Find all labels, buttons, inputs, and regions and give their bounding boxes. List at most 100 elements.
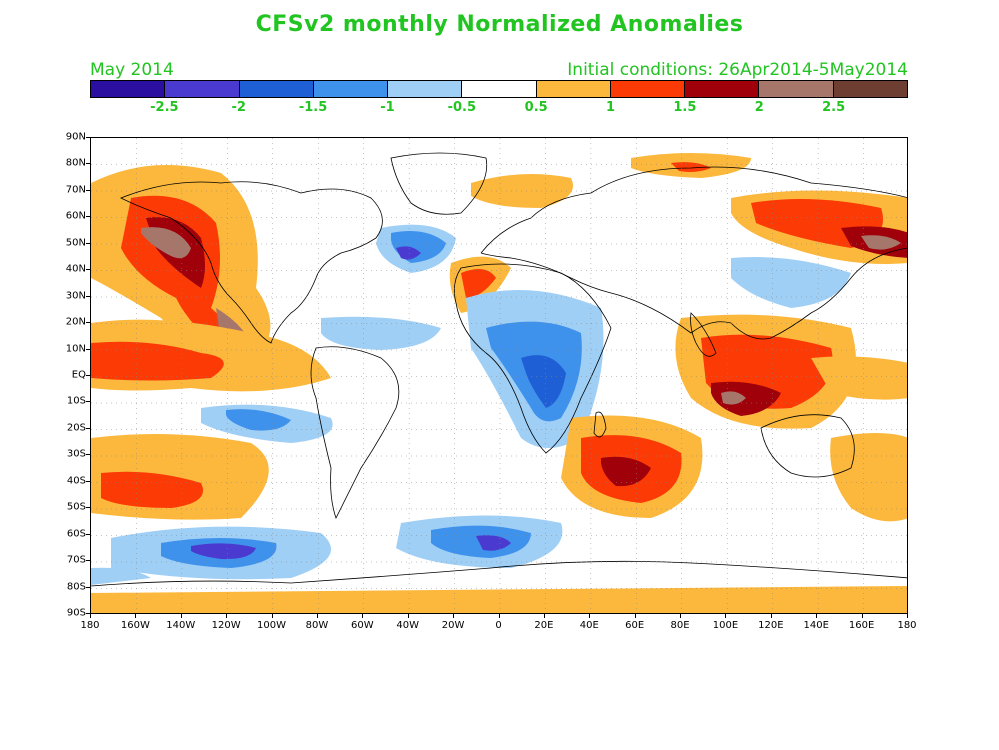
colorbar	[90, 80, 908, 98]
longitude-tick	[907, 614, 908, 618]
longitude-label: 40W	[396, 620, 420, 631]
longitude-tick	[634, 614, 636, 618]
latitude-tick	[86, 375, 90, 376]
colorbar-label: -2	[231, 100, 246, 115]
latitude-label: 50N	[65, 237, 86, 249]
longitude-label: 80W	[305, 620, 329, 631]
longitude-tick	[725, 614, 727, 618]
colorbar-segment	[462, 81, 537, 97]
latitude-tick	[86, 560, 90, 562]
latitude-tick	[86, 322, 90, 324]
colorbar-label: -1	[380, 100, 395, 115]
longitude-label: 40E	[579, 620, 599, 631]
latitude-tick	[86, 533, 90, 535]
latitude-label: 90S	[66, 607, 86, 619]
colorbar-label: 0.5	[524, 100, 548, 115]
longitude-label: 0	[495, 620, 502, 631]
longitude-label: 140W	[166, 620, 196, 631]
longitude-tick	[543, 614, 545, 618]
latitude-tick	[86, 269, 90, 271]
latitude-label: 80S	[66, 581, 86, 593]
latitude-tick	[86, 242, 90, 244]
latitude-tick	[86, 454, 90, 456]
colorbar-segment	[536, 81, 611, 97]
longitude-tick	[816, 614, 818, 618]
colorbar-segment	[388, 81, 463, 97]
longitude-tick	[680, 614, 682, 618]
latitude-label: 20N	[65, 316, 86, 328]
colorbar-segment	[833, 81, 907, 97]
latitude-label: 40N	[65, 263, 86, 275]
longitude-label: 160E	[848, 620, 875, 631]
longitude-tick	[861, 614, 863, 618]
longitude-tick	[407, 614, 409, 618]
longitude-label: 20E	[534, 620, 554, 631]
longitude-tick	[589, 614, 591, 618]
longitude-tick	[271, 614, 273, 618]
colorbar-label: 2.5	[822, 100, 846, 115]
latitude-tick	[86, 216, 90, 218]
longitude-tick	[453, 614, 455, 618]
latitude-label: 30S	[66, 448, 86, 460]
latitude-label: 90N	[65, 131, 86, 143]
longitude-tick	[316, 614, 318, 618]
colorbar-label: -1.5	[298, 100, 328, 115]
longitude-tick	[498, 614, 500, 618]
latitude-tick	[86, 163, 90, 165]
longitude-label: 140E	[803, 620, 829, 631]
colorbar-segment	[610, 81, 686, 97]
longitude-label: 100E	[712, 620, 739, 631]
longitude-label: 20W	[441, 620, 465, 631]
longitude-label: 80E	[670, 620, 690, 631]
longitude-label: 60E	[625, 620, 645, 631]
latitude-label: 10N	[65, 343, 86, 355]
latitude-tick	[86, 507, 90, 509]
colorbar-segment	[91, 81, 166, 97]
latitude-tick	[86, 348, 90, 350]
latitude-tick	[86, 189, 90, 191]
longitude-tick	[226, 614, 228, 618]
latitude-label: 20S	[66, 422, 86, 434]
anomaly-shading	[91, 153, 907, 613]
longitude-tick	[135, 614, 137, 618]
longitude-label: 120E	[758, 620, 784, 631]
latitude-label: 40S	[66, 475, 86, 487]
colorbar-label: 2	[754, 100, 764, 115]
longitude-label: 120W	[211, 620, 241, 631]
colorbar-segment	[313, 81, 389, 97]
latitude-tick	[86, 613, 90, 614]
colorbar-label: -2.5	[150, 100, 179, 115]
colorbar-segment	[239, 81, 314, 97]
colorbar-segment	[165, 81, 240, 97]
latitude-label: 70N	[65, 184, 86, 196]
forecast-month: May 2014	[90, 60, 174, 80]
longitude-tick	[90, 614, 91, 618]
latitude-tick	[86, 480, 90, 482]
latitude-tick	[86, 586, 90, 588]
longitude-tick	[770, 614, 772, 618]
latitude-label: 30N	[65, 290, 86, 302]
longitude-label: 60W	[351, 620, 374, 631]
latitude-label: 10S	[66, 395, 86, 407]
longitude-tick	[180, 614, 182, 618]
anomaly-map	[90, 137, 908, 614]
longitude-tick	[362, 614, 364, 618]
latitude-label: 80N	[65, 157, 86, 169]
longitude-label: 180	[897, 620, 917, 631]
latitude-label: EQ	[71, 369, 86, 381]
colorbar-segment	[685, 81, 760, 97]
latitude-tick	[86, 401, 90, 403]
latitude-tick	[86, 427, 90, 429]
colorbar-label: 1.5	[673, 100, 697, 115]
colorbar-label: 1	[606, 100, 616, 115]
longitude-label: 100W	[257, 620, 287, 631]
anomaly-map-svg	[91, 138, 907, 613]
latitude-label: 70S	[66, 554, 86, 566]
longitude-label: 180	[80, 620, 100, 631]
latitude-label: 60S	[66, 528, 86, 540]
latitude-label: 50S	[66, 501, 86, 513]
latitude-tick	[86, 137, 90, 138]
coastlines	[91, 152, 907, 587]
latitude-tick	[86, 295, 90, 297]
initial-conditions: Initial conditions: 26Apr2014-5May2014	[567, 60, 908, 80]
